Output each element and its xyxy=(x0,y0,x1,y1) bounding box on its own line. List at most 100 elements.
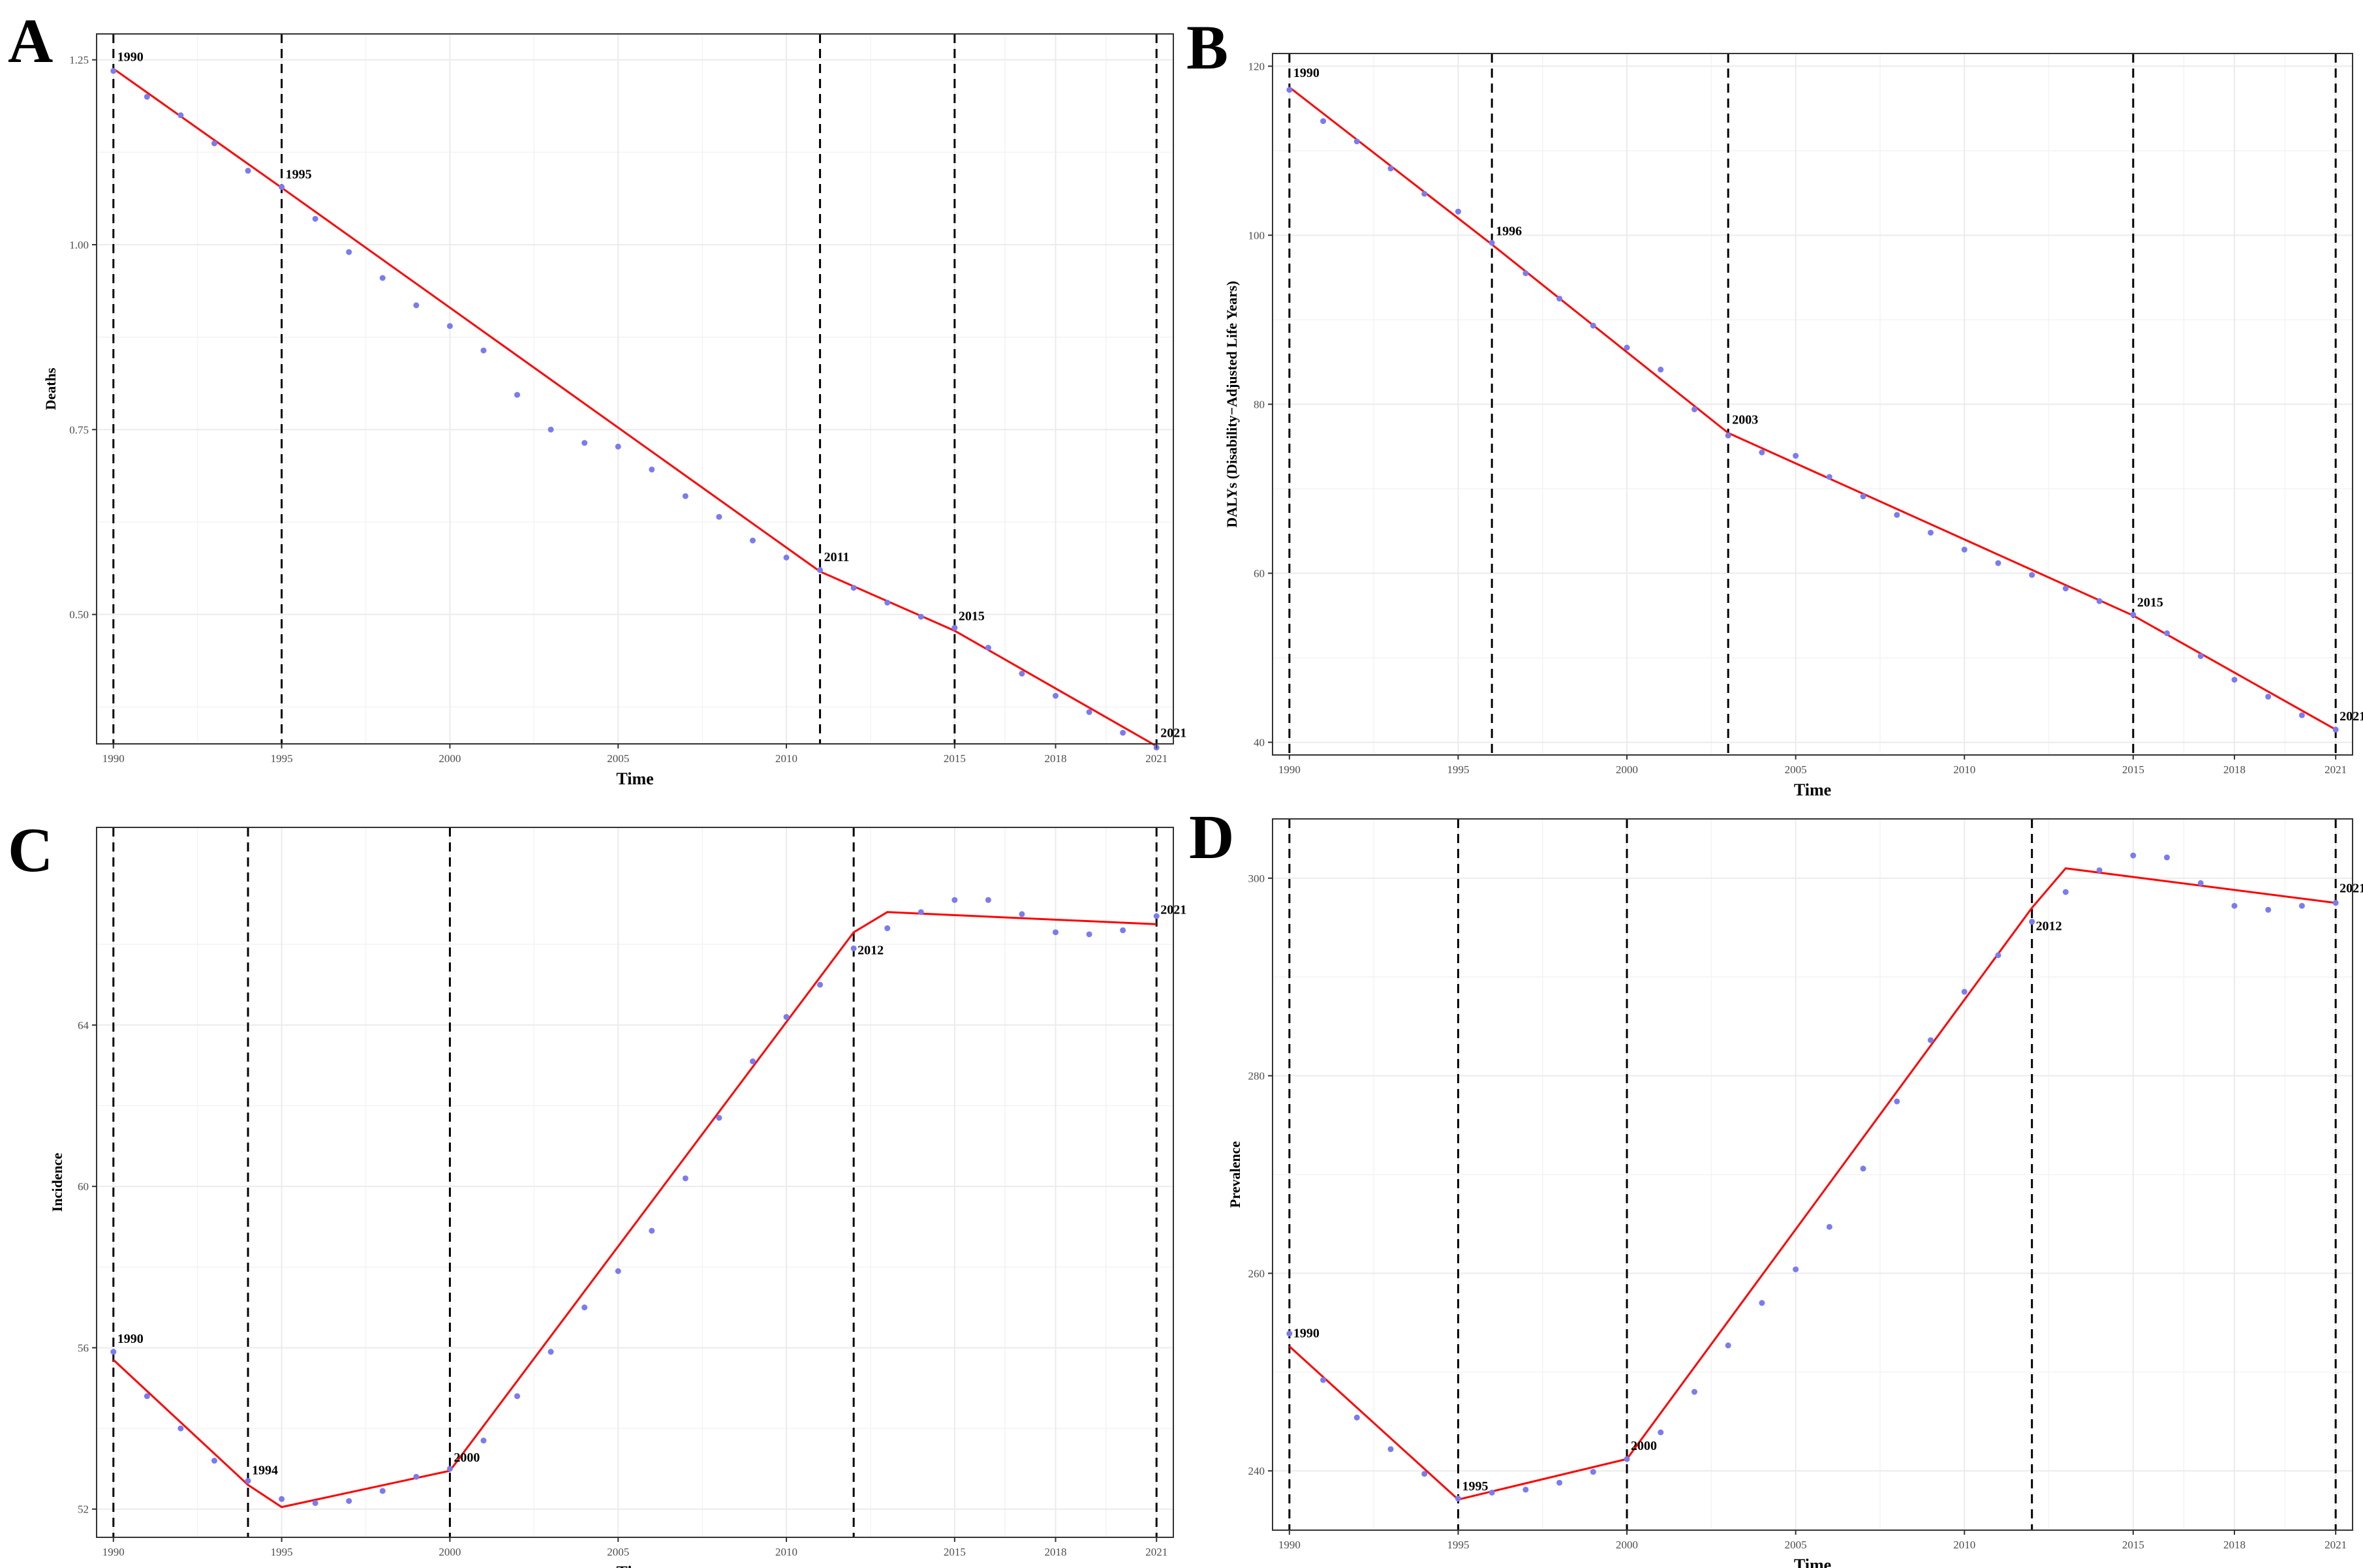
observed-point xyxy=(1725,432,1731,438)
observed-point xyxy=(951,897,958,903)
observed-point xyxy=(1320,118,1327,125)
x-tick-label: 2000 xyxy=(1616,763,1638,776)
observed-point xyxy=(2231,902,2238,909)
x-tick-label: 2010 xyxy=(775,752,797,765)
observed-point xyxy=(1860,1165,1866,1172)
observed-point xyxy=(379,275,386,281)
observed-point xyxy=(2265,694,2272,700)
observed-point xyxy=(1353,138,1360,145)
observed-point xyxy=(279,184,285,191)
observed-point xyxy=(1387,1446,1394,1453)
plot-border xyxy=(96,827,1174,1538)
observed-point xyxy=(2298,902,2305,909)
x-tick-label: 2015 xyxy=(2122,1539,2144,1551)
observed-point xyxy=(918,613,924,620)
observed-point xyxy=(1961,546,1968,553)
joinpoint-label-2000: 2000 xyxy=(454,1451,480,1465)
x-tick-label: 2000 xyxy=(439,1546,461,1558)
observed-point xyxy=(2096,598,2103,604)
observed-point xyxy=(1928,529,1934,536)
observed-point xyxy=(2164,854,2170,861)
y-tick-label: 1.25 xyxy=(69,54,89,67)
x-tick-label: 2005 xyxy=(1785,763,1807,776)
x-tick-label: 1995 xyxy=(1447,763,1469,776)
observed-point xyxy=(985,645,991,651)
observed-point xyxy=(850,585,857,591)
observed-point xyxy=(2130,611,2137,618)
x-tick-label: 2000 xyxy=(439,752,461,765)
observed-point xyxy=(312,1499,318,1506)
observed-point xyxy=(1320,1377,1327,1383)
panel-letter-a: A xyxy=(8,6,53,76)
y-tick-label: 100 xyxy=(1248,229,1265,241)
y-tick-label: 280 xyxy=(1248,1070,1265,1083)
observed-point xyxy=(1522,1486,1529,1493)
observed-point xyxy=(682,1175,688,1182)
observed-point xyxy=(144,93,150,100)
observed-point xyxy=(1286,87,1293,93)
x-tick-label: 2005 xyxy=(607,1546,629,1558)
y-tick-label: 56 xyxy=(78,1342,89,1354)
observed-point xyxy=(1387,165,1394,172)
x-tick-label: 2010 xyxy=(775,1546,797,1558)
x-tick-label: 2018 xyxy=(2223,763,2246,776)
observed-point xyxy=(110,1349,117,1355)
observed-point xyxy=(1995,952,2001,959)
observed-point xyxy=(2164,630,2170,636)
observed-point xyxy=(1590,322,1596,329)
observed-point xyxy=(2332,726,2339,733)
observed-point xyxy=(2231,677,2238,683)
observed-point xyxy=(749,537,756,544)
observed-point xyxy=(211,1458,217,1464)
panel-b: B 1990 1996 2003 2015 2021 1990 1995 2000 2005 201… xyxy=(1186,12,2363,799)
x-tick-label: 2021 xyxy=(2324,763,2347,776)
observed-point xyxy=(2332,900,2339,906)
observed-point xyxy=(783,1014,790,1021)
observed-point xyxy=(144,1393,150,1400)
observed-point xyxy=(2197,653,2204,659)
observed-point xyxy=(1522,270,1529,277)
observed-point xyxy=(1489,239,1495,246)
observed-point xyxy=(346,249,352,255)
y-tick-label: 0.50 xyxy=(69,609,89,621)
observed-point xyxy=(413,302,420,309)
observed-point xyxy=(1826,1223,1832,1230)
observed-point xyxy=(716,1115,722,1121)
x-axis-title: Time xyxy=(616,1563,653,1568)
x-tick-label: 1990 xyxy=(1278,763,1301,776)
observed-point xyxy=(1455,1496,1461,1502)
observed-point xyxy=(2130,852,2137,859)
observed-point xyxy=(2096,867,2103,874)
panel-letter-d: D xyxy=(1189,802,1234,872)
x-tick-label: 1990 xyxy=(102,752,125,765)
observed-point xyxy=(178,1425,184,1432)
joinpoint-label-1996: 1996 xyxy=(1496,224,1522,239)
joinpoint-label-1990: 1990 xyxy=(1293,1326,1320,1340)
joinpoint-label-1990: 1990 xyxy=(1293,66,1320,80)
observed-point xyxy=(1353,1414,1360,1421)
observed-point xyxy=(2298,712,2305,718)
observed-point xyxy=(110,68,117,74)
x-tick-label: 2005 xyxy=(607,752,629,765)
observed-point xyxy=(615,443,621,450)
x-tick-label: 2018 xyxy=(2223,1539,2246,1551)
observed-point xyxy=(749,1058,756,1065)
x-tick-label: 2005 xyxy=(1785,1539,1807,1551)
observed-point xyxy=(1759,1300,1765,1306)
panel-d: D 1990 1995 2000 2012 2021 1990 1995 2000 2005 201… xyxy=(1189,802,2363,1568)
x-axis-title: Time xyxy=(1794,780,1831,799)
observed-point xyxy=(716,514,722,520)
observed-point xyxy=(1153,913,1160,919)
observed-point xyxy=(1793,1266,1799,1272)
x-tick-label: 2021 xyxy=(2324,1539,2347,1551)
observed-point xyxy=(279,1496,285,1502)
plot-border xyxy=(1272,818,2353,1531)
y-tick-label: 260 xyxy=(1248,1267,1265,1280)
observed-point xyxy=(514,1393,521,1400)
observed-point xyxy=(312,215,318,222)
y-tick-label: 40 xyxy=(1254,737,1265,749)
joinpoint-label-2011: 2011 xyxy=(824,550,850,564)
observed-point xyxy=(850,945,857,951)
observed-point xyxy=(379,1488,386,1494)
observed-point xyxy=(2197,880,2204,886)
